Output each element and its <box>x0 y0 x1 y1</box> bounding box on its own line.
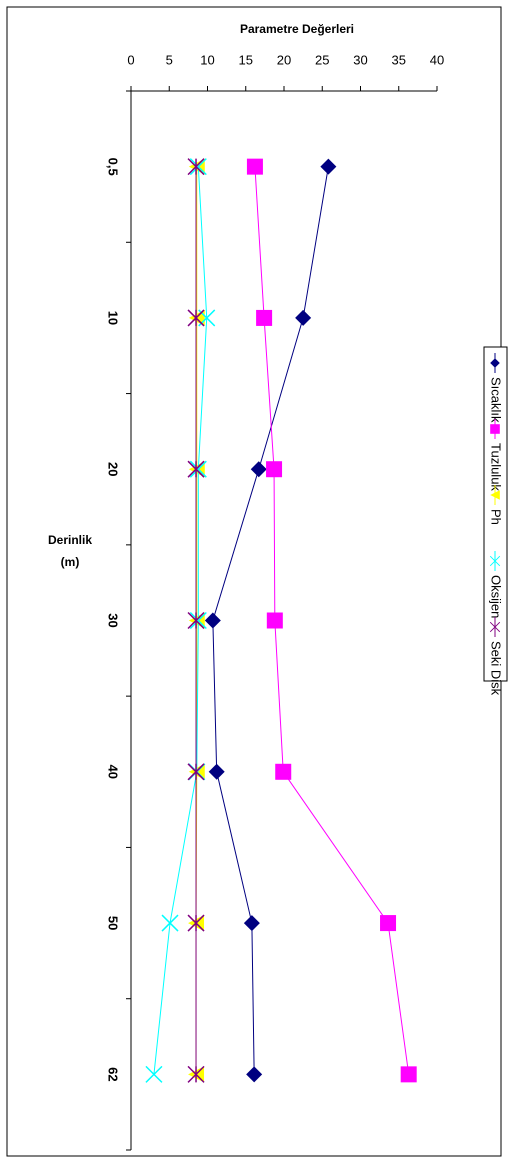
legend-marker <box>490 424 500 434</box>
legend-label: Tuzluluk <box>489 443 504 491</box>
legend-marker <box>490 490 500 500</box>
y-tick-label: 20 <box>106 462 121 476</box>
data-point <box>208 763 225 780</box>
data-point <box>187 611 205 630</box>
x-tick-label: 20 <box>277 52 291 67</box>
legend-label: Ph <box>489 509 504 525</box>
data-point <box>250 461 267 478</box>
y-tick-label: 40 <box>106 765 121 779</box>
data-point <box>189 158 207 176</box>
x-tick-label: 15 <box>239 52 253 67</box>
data-point <box>380 915 397 932</box>
y-tick-label: 10 <box>106 311 121 325</box>
y-tick-label: 30 <box>106 613 121 627</box>
chart-title: Parametre Değerleri <box>240 22 354 36</box>
legend-label: Oksijen <box>489 575 504 618</box>
data-point <box>187 309 205 327</box>
legend <box>483 346 508 682</box>
data-point <box>320 158 337 175</box>
data-point <box>187 914 205 932</box>
y-tick-label: 0,5 <box>106 158 121 176</box>
data-point <box>189 611 207 630</box>
legend-marker <box>489 621 501 633</box>
axis-label: Derinlik <box>48 533 92 547</box>
data-point <box>400 1066 417 1083</box>
legend-marker <box>489 555 501 567</box>
data-point <box>189 460 207 478</box>
axis-label: (m) <box>61 555 80 569</box>
legend-label: Sıcaklık <box>489 377 504 423</box>
data-point <box>266 461 283 478</box>
data-point <box>187 763 205 781</box>
x-tick-label: 35 <box>392 52 406 67</box>
data-point <box>145 1065 163 1083</box>
data-point <box>204 612 221 629</box>
chart-frame <box>6 6 502 1157</box>
legend-label: Seki Disk <box>489 641 504 696</box>
data-point <box>266 612 283 629</box>
data-point <box>275 763 292 780</box>
data-point <box>187 1065 205 1083</box>
x-tick-label: 30 <box>353 52 367 67</box>
y-tick-label: 50 <box>106 916 121 930</box>
data-point <box>243 915 260 932</box>
data-point <box>246 158 263 175</box>
x-tick-label: 0 <box>127 52 134 67</box>
data-point <box>187 158 205 176</box>
data-point <box>295 309 312 326</box>
data-point <box>256 309 273 326</box>
data-point <box>246 1066 263 1083</box>
x-tick-label: 10 <box>200 52 214 67</box>
x-tick-label: 40 <box>430 52 444 67</box>
data-point <box>187 460 205 478</box>
x-tick-label: 5 <box>166 52 173 67</box>
data-point <box>161 914 179 932</box>
x-tick-label: 25 <box>315 52 329 67</box>
y-tick-label: 62 <box>106 1067 121 1081</box>
